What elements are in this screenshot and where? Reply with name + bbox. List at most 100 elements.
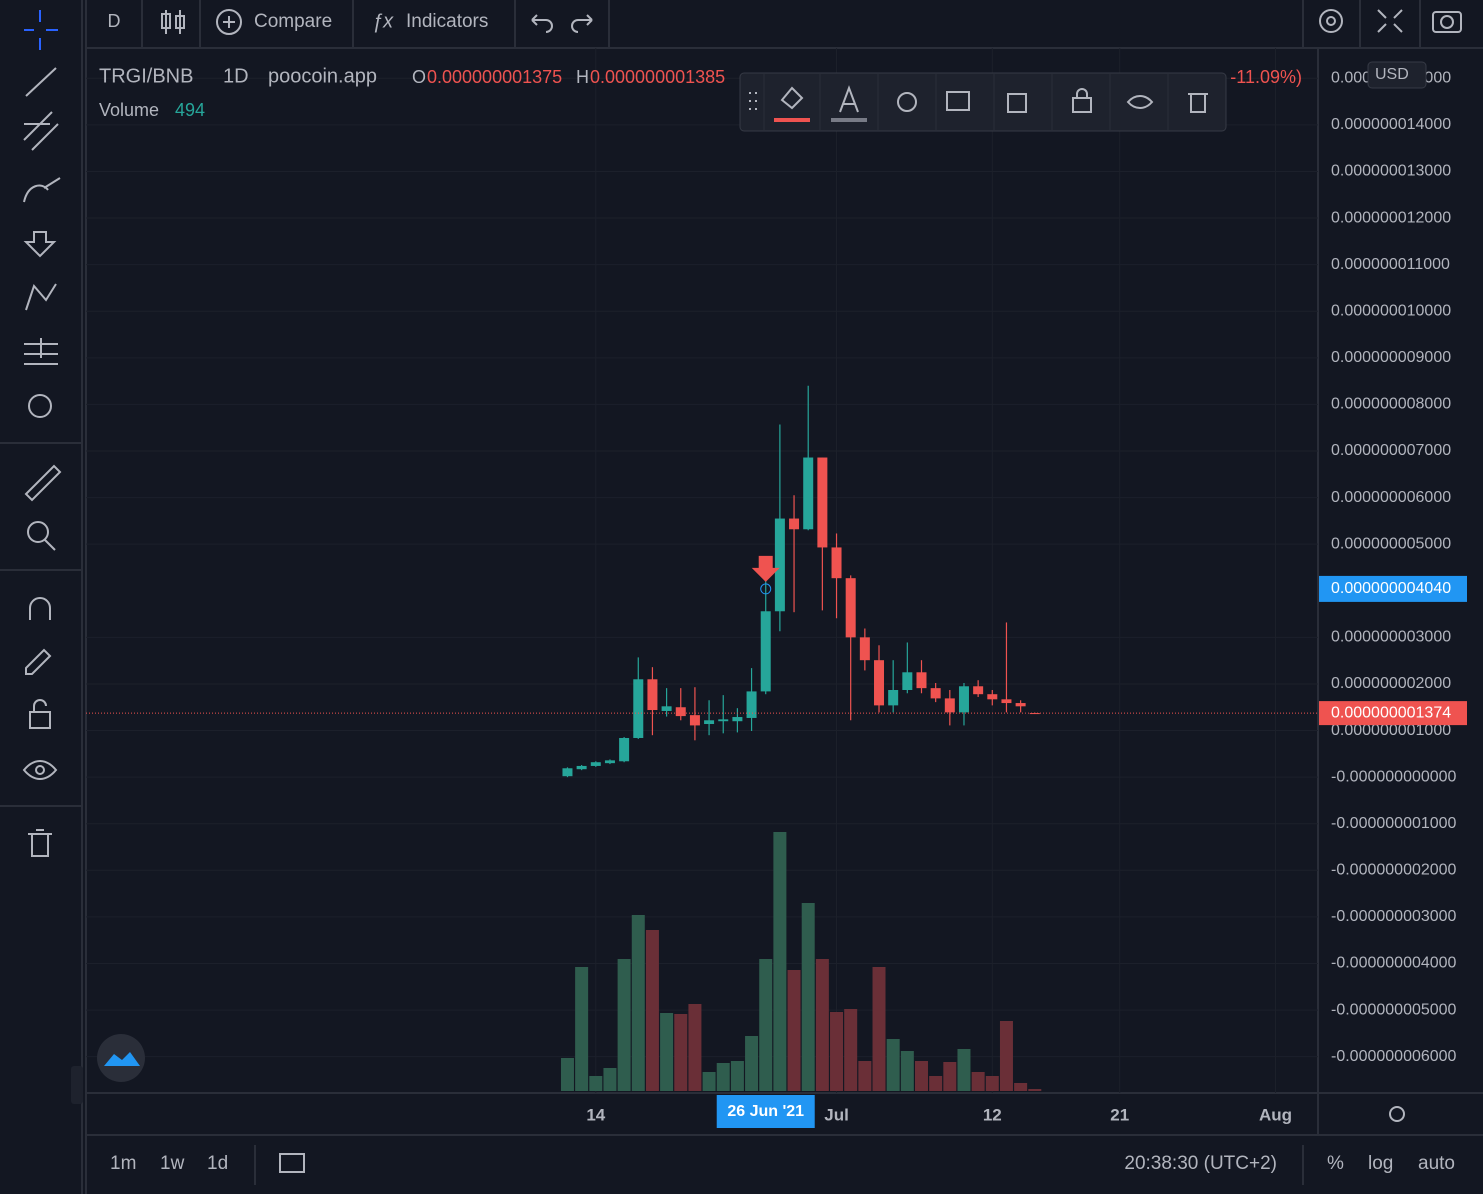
candle-body	[774, 518, 785, 612]
settings-button[interactable]	[1319, 9, 1343, 33]
collapse-button[interactable]	[71, 1066, 83, 1104]
text-color-button[interactable]	[839, 85, 859, 113]
y-tick-label: 0.000000013000	[1331, 163, 1451, 180]
brush-tool[interactable]	[23, 177, 61, 203]
y-tick-label: 0.000000012000	[1331, 209, 1451, 226]
volume-bar	[914, 1061, 928, 1091]
crosshair-tool[interactable]	[24, 10, 58, 50]
fib-tool[interactable]	[23, 111, 59, 151]
settings-button[interactable]	[897, 92, 917, 112]
y-tick-label: 0.000000006000	[1331, 489, 1451, 506]
volume-label: Volume	[99, 100, 159, 120]
y-tick-label: 0.000000001000	[1331, 722, 1451, 739]
visibility-tool[interactable]	[22, 760, 58, 780]
prediction-tool[interactable]	[24, 338, 58, 365]
high-value: 0.000000001385	[590, 67, 725, 87]
currency-label[interactable]: USD	[1375, 66, 1409, 83]
candle-body	[859, 637, 870, 661]
y-tick-label: 0.000000003000	[1331, 629, 1451, 646]
pattern-tool[interactable]	[25, 283, 57, 311]
volume-bar	[688, 1004, 702, 1091]
y-tick-label: -0.000000004000	[1331, 955, 1457, 972]
y-tick-label: 0.000000009000	[1331, 349, 1451, 366]
volume-bar	[1014, 1083, 1028, 1091]
fill-color-button[interactable]	[780, 86, 804, 110]
delete-button[interactable]	[1188, 93, 1208, 113]
trendline-tool[interactable]	[25, 67, 57, 97]
percent-button[interactable]: %	[1327, 1153, 1344, 1174]
plot-area	[86, 48, 1318, 1093]
range-button[interactable]: 1m	[110, 1153, 136, 1174]
visual-order-button[interactable]	[946, 91, 970, 111]
y-tick-label: -0.000000006000	[1331, 1048, 1457, 1065]
fullscreen-button[interactable]	[1377, 9, 1403, 33]
left-toolbar[interactable]	[22, 10, 62, 857]
volume-bar	[1028, 1089, 1042, 1091]
y-tick-label: 0.000000005000	[1331, 535, 1451, 552]
clock: 20:38:30 (UTC+2)	[1124, 1153, 1277, 1174]
y-tick-label: 0.000000010000	[1331, 302, 1451, 319]
zoom-tool[interactable]	[27, 521, 49, 543]
volume-bar	[730, 1061, 744, 1091]
candle-body	[789, 518, 800, 530]
volume-bar	[886, 1039, 900, 1091]
magnet-tool[interactable]	[29, 597, 51, 620]
range-button[interactable]: 1d	[207, 1153, 228, 1174]
indicators-button[interactable]: Indicators	[406, 11, 488, 32]
indicators-icon[interactable]: ƒx	[372, 10, 394, 32]
ruler-tool[interactable]	[24, 464, 62, 502]
volume-bar	[759, 959, 773, 1091]
chart-type-icon[interactable]	[161, 10, 185, 34]
y-tick-label: -0.000000000000	[1331, 768, 1457, 785]
candle-body	[831, 547, 842, 579]
last-price-badge	[1319, 701, 1467, 726]
drawing-toolbar	[739, 72, 1227, 132]
y-tick-label: -0.000000005000	[1331, 1001, 1457, 1018]
redo-button[interactable]	[571, 14, 593, 33]
interval-button[interactable]: D	[108, 11, 121, 31]
volume-bar	[589, 1076, 603, 1091]
symbol: TRGI/BNB	[99, 65, 193, 87]
compare-button[interactable]: Compare	[254, 11, 332, 32]
auto-button[interactable]: auto	[1418, 1153, 1455, 1174]
emoji-tool[interactable]	[28, 394, 52, 418]
candle-body	[958, 686, 969, 713]
log-button[interactable]: log	[1368, 1153, 1393, 1174]
clone-button[interactable]	[1007, 93, 1027, 113]
lock-button[interactable]	[1072, 97, 1092, 113]
header-source: poocoin.app	[268, 65, 377, 87]
volume-bar	[631, 915, 645, 1091]
candle-body	[888, 690, 899, 706]
arrow-tool[interactable]	[23, 231, 57, 258]
crosshair-y-label: 0.000000004040	[1331, 580, 1451, 597]
volume-bar	[674, 1014, 688, 1091]
logo-mark	[104, 1052, 140, 1066]
crosshair-point	[760, 583, 772, 595]
hide-button[interactable]	[1126, 95, 1154, 109]
range-button[interactable]: 1w	[160, 1153, 185, 1174]
currency-button[interactable]	[1367, 61, 1427, 89]
y-tick-label: 0.000000007000	[1331, 442, 1451, 459]
undo-button[interactable]	[531, 14, 553, 33]
volume-bar	[603, 1068, 617, 1091]
candle-body	[874, 660, 885, 706]
volume-bar	[858, 1061, 872, 1091]
signal-arrow	[751, 555, 780, 582]
drag-handle[interactable]	[749, 92, 757, 110]
logo[interactable]	[97, 1034, 145, 1082]
volume-bar	[929, 1076, 943, 1091]
volume-bar	[745, 1036, 759, 1091]
candle-body	[845, 578, 856, 638]
lock-tool[interactable]	[29, 711, 51, 729]
draw-lock-tool[interactable]	[25, 648, 52, 675]
trash-tool[interactable]	[28, 829, 52, 857]
goto-date-button[interactable]	[279, 1153, 305, 1173]
open-label: O	[412, 67, 426, 87]
snapshot-button[interactable]	[1432, 11, 1462, 33]
volume-bar	[943, 1062, 957, 1091]
y-tick-label: 0.000000011000	[1331, 256, 1450, 273]
axis-settings[interactable]	[1389, 1106, 1405, 1122]
compare-icon[interactable]	[216, 9, 242, 35]
